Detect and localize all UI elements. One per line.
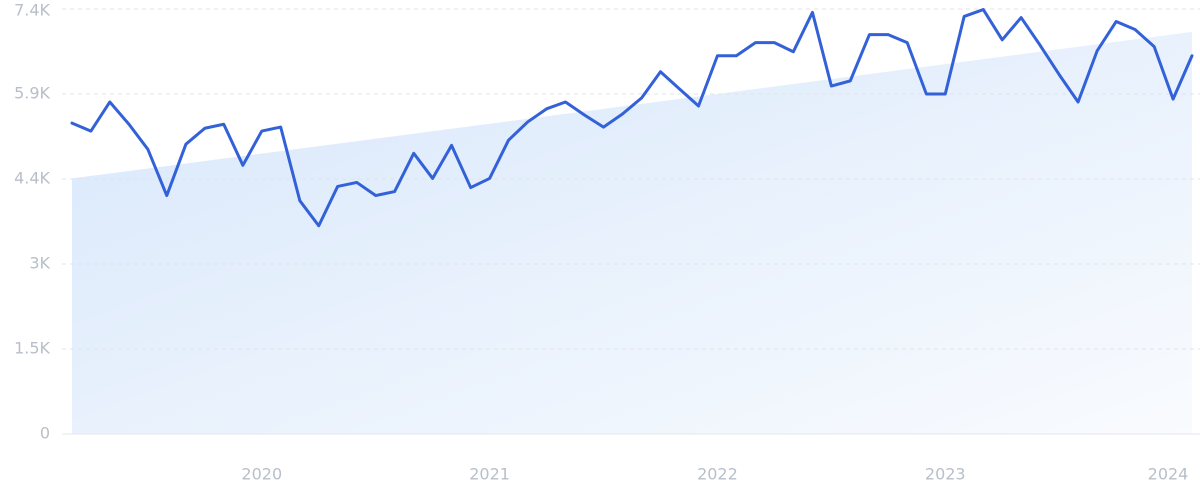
x-tick-label: 2021	[469, 465, 510, 484]
x-tick-label: 2022	[697, 465, 738, 484]
y-tick-label: 1.5K	[14, 339, 50, 358]
y-tick-label: 5.9K	[14, 84, 50, 103]
trend-area	[72, 31, 1192, 435]
y-tick-label: 3K	[29, 254, 50, 273]
y-tick-label: 4.4K	[14, 169, 50, 188]
x-tick-label: 2024	[1148, 465, 1189, 484]
x-tick-label: 2020	[241, 465, 282, 484]
y-tick-label: 0	[40, 424, 50, 443]
y-tick-label: 7.4K	[14, 1, 50, 20]
data-line	[70, 8, 1194, 228]
x-tick-label: 2023	[925, 465, 966, 484]
